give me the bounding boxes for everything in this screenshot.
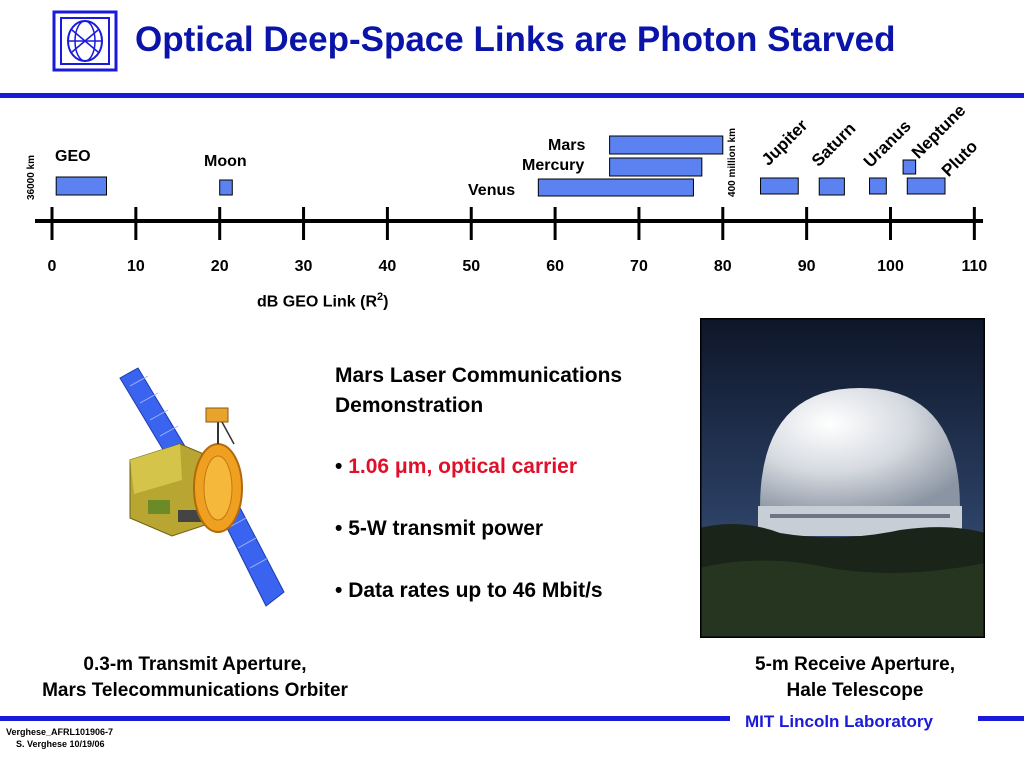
link-bar-geo	[55, 176, 108, 196]
scale-tick-label: 70	[630, 258, 648, 275]
label-venus: Venus	[468, 182, 516, 199]
link-bar-neptune	[902, 159, 917, 175]
label-mars: Mars	[548, 137, 586, 154]
scale-tick-label: 40	[379, 258, 397, 275]
scale-tick-label: 110	[961, 258, 987, 275]
bullet-carrier: • 1.06 μm, optical carrier	[335, 455, 578, 478]
scale-tick-label: 0	[48, 258, 57, 275]
footer-divider-left	[0, 716, 730, 721]
caption-right-2: Hale Telescope	[786, 680, 924, 701]
scale-tick-label: 50	[462, 258, 480, 275]
bullet-power: • 5-W transmit power	[335, 517, 544, 540]
page-title: Optical Deep-Space Links are Photon Star…	[135, 20, 896, 59]
scale-tick-label: 80	[714, 258, 732, 275]
link-bar-mars	[609, 135, 724, 155]
orbiter-illustration	[119, 367, 285, 607]
title-divider	[0, 93, 1024, 98]
lab-logo-icon	[52, 10, 118, 72]
link-bar-mercury	[609, 157, 703, 177]
label-400-million-km: 400 million km	[726, 128, 738, 197]
mission-heading-2: Demonstration	[335, 394, 484, 417]
caption-left-2: Mars Telecommunications Orbiter	[42, 680, 348, 701]
scale-tick-label: 10	[127, 258, 145, 275]
link-scale-diagram: 0 10 20 30 40 50 60 70 80 90 100 110	[35, 135, 987, 275]
label-mercury: Mercury	[522, 157, 585, 174]
scale-tick-label: 60	[546, 258, 564, 275]
label-moon: Moon	[204, 153, 247, 170]
scale-tick-label: 20	[211, 258, 229, 275]
scale-tick-label: 100	[877, 258, 904, 275]
footer-divider-right	[978, 716, 1024, 721]
scale-tick-label: 90	[798, 258, 816, 275]
axis-label: dB GEO Link (R2)	[257, 291, 389, 311]
link-bar-jupiter	[760, 177, 799, 195]
caption-right-1: 5-m Receive Aperture,	[755, 654, 955, 675]
footer-ref: Verghese_AFRL101906-7	[6, 727, 114, 737]
bullet-rates: • Data rates up to 46 Mbit/s	[335, 579, 603, 602]
footer-author: S. Verghese 10/19/06	[16, 739, 105, 749]
link-bar-venus	[537, 178, 694, 197]
mission-heading-1: Mars Laser Communications	[335, 364, 623, 387]
link-bar-moon	[219, 179, 233, 196]
scale-tick-label: 30	[295, 258, 313, 275]
link-bar-uranus	[869, 177, 887, 195]
link-bar-saturn	[818, 177, 845, 196]
hale-telescope-photo	[700, 318, 985, 638]
label-36000-km: 36000 km	[26, 154, 38, 201]
label-geo: GEO	[55, 148, 91, 165]
footer-brand: MIT Lincoln Laboratory	[745, 712, 933, 731]
caption-left-1: 0.3-m Transmit Aperture,	[83, 654, 307, 675]
link-bar-pluto	[906, 177, 946, 195]
